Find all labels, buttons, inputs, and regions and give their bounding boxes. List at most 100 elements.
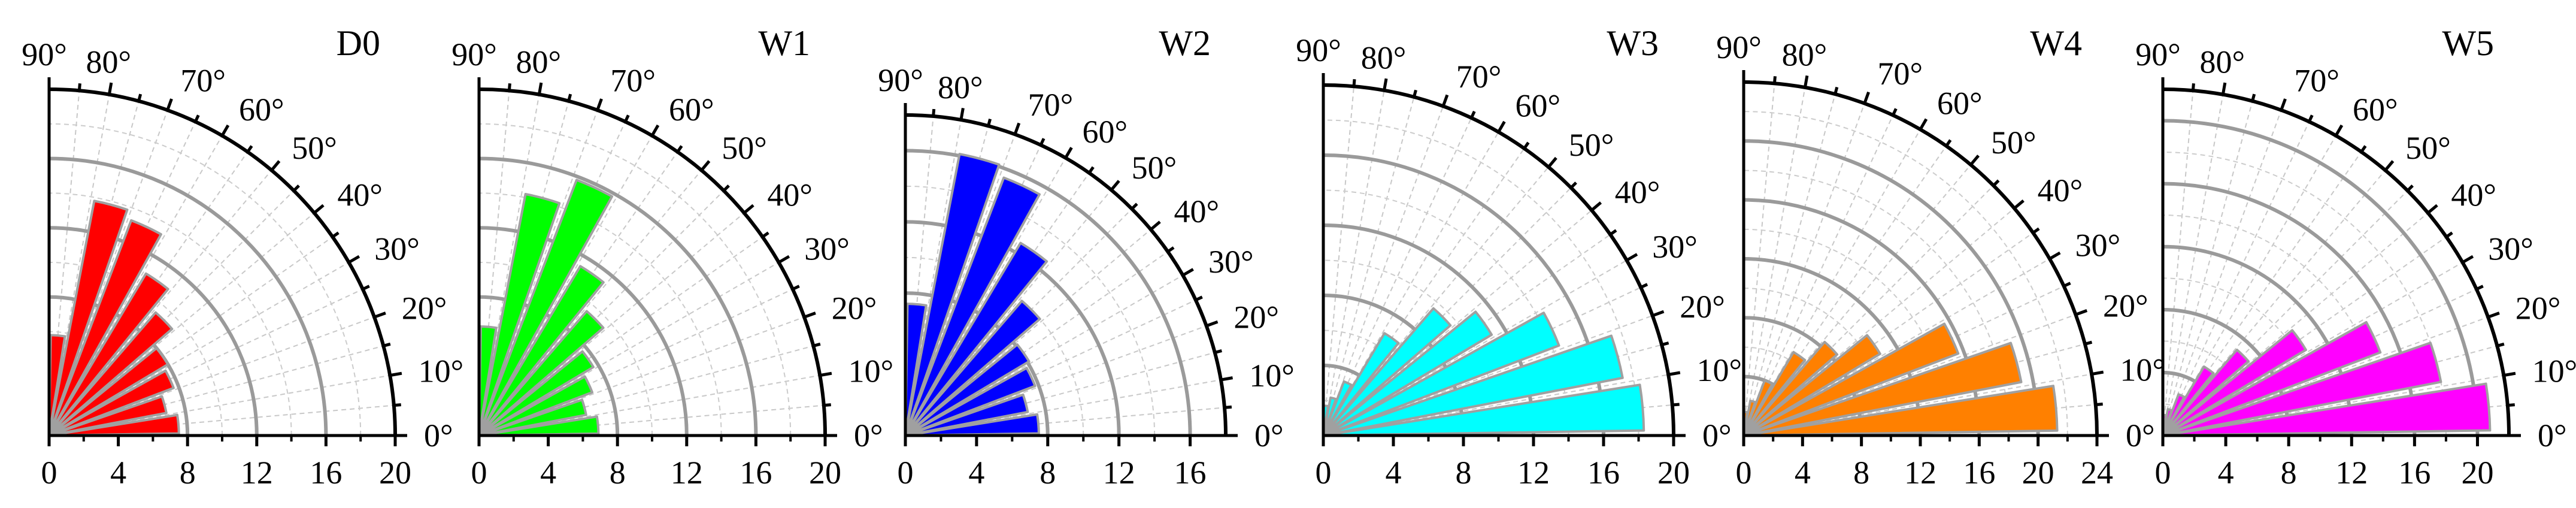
angle-tick-label: 40° [1174,193,1219,229]
bar-20-30 [478,375,593,437]
angle-tick-label: 60° [1083,114,1128,150]
r-tick-label: 0 [2155,455,2171,491]
r-tick-label: 4 [968,455,984,491]
panel-title: W2 [1159,23,1211,63]
minor-grid [49,90,394,436]
r-tick-label: 12 [1103,455,1135,491]
bar-0-10 [1742,385,2059,437]
bars [1742,322,2059,437]
bar-10-20 [1742,341,2023,437]
r-tick-label: 12 [671,455,703,491]
bar-60-70 [478,179,614,437]
angle-tick-label: 20° [2516,291,2561,326]
angle-tick-label: 90° [878,62,923,98]
bar-10-20 [48,395,168,437]
angle-tick-label: 50° [722,130,767,166]
bar-50-60 [478,265,605,437]
bar-40-50 [478,310,605,437]
axes [904,103,1238,446]
bar-50-60 [1742,350,1807,437]
angle-tick-label: 40° [2451,177,2496,213]
r-tick-label: 16 [1174,455,1207,491]
panel-title: W4 [2030,23,2082,63]
polar-chart-w4: 0 4 8 12 16 20 24 0° 10° 20° 30° 40°50°60° 70° 80° 90°… [1716,23,2165,491]
panel-title: W3 [1607,23,1659,63]
r-tick-label: 20 [1657,455,1690,491]
angle-tick-label: 10° [848,353,894,389]
r-tick-label: 4 [1795,455,1811,491]
angle-tick-label: 90° [1716,29,1762,65]
polar-chart-w5: 0 4 8 12 16 20 0° 10° 20° 30° 40°50°60° 70° 80° 90° W5 [2135,23,2576,491]
bar-30-40 [48,347,169,437]
bar-30-40 [478,350,595,437]
bar-70-80 [478,193,561,437]
bar-20-30 [1322,312,1560,437]
bar-30-40 [2162,329,2307,437]
angle-tick-label: 60° [1937,85,1983,121]
angle-tick-label: 40° [337,177,383,213]
angle-tick-label: 90° [22,37,67,72]
r-tick-label: 20 [2461,455,2493,491]
r-tick-label: 12 [1517,455,1550,491]
r-tick-label: 16 [1587,455,1620,491]
angle-tick-label: 50° [1132,150,1177,186]
bar-10-20 [904,393,1029,437]
axes [477,77,837,446]
bar-20-30 [2162,320,2382,437]
r-tick-label: 8 [180,455,196,491]
r-tick-label: 20 [379,455,411,491]
angle-tick-label: 80° [2200,44,2245,80]
bar-70-80 [1742,400,1757,437]
angle-tick-label: 30° [2075,228,2121,264]
panel-title: W5 [2442,23,2494,63]
bars [1322,307,1645,437]
angle-tick-label: 0° [1702,418,1732,453]
angle-tick-label: 60° [1516,88,1561,124]
bar-20-30 [48,369,175,437]
r-tick-label: 8 [610,455,626,491]
bar-0-10 [1322,383,1645,437]
angle-tick-label: 50° [2405,130,2451,166]
bar-40-50 [1742,340,1839,437]
r-tick-label: 0 [41,455,57,491]
bars [2162,320,2492,437]
angle-tick-label: 80° [1361,40,1407,76]
polar-chart-w1: 0 4 8 12 16 20 0° 10° 20° 30° 40°50°60° 70° 80° 90° W1 [451,23,893,491]
angle-tick-label: 80° [938,69,983,105]
angle-tick-label: 20° [832,291,877,326]
r-tick-label: 0 [1316,455,1332,491]
angle-tick-label: 60° [2353,92,2398,128]
bar-80-90 [48,334,66,437]
angle-tick-label: 30° [374,231,420,267]
angle-tick-label: 70° [610,62,656,98]
angle-tick-label: 90° [2135,37,2181,72]
angle-tick-label: 20° [1680,289,1725,325]
bar-40-50 [2162,349,2250,437]
r-tick-label: 8 [2281,455,2297,491]
r-tick-label: 20 [809,455,841,491]
angle-tick-label: 10° [1697,352,1742,388]
bar-50-60 [904,241,1048,437]
bar-50-60 [2162,365,2215,437]
bar-80-90 [478,325,498,437]
r-tick-label: 8 [1456,455,1472,491]
bars [48,199,180,437]
angle-tick-label: 0° [2538,418,2567,453]
angle-tick-label: 0° [424,418,453,453]
r-tick-label: 12 [241,455,273,491]
angle-tick-label: 90° [1296,32,1341,68]
angle-tick-label: 20° [1234,299,1279,335]
angle-tick-label: 10° [1249,358,1295,394]
angle-tick-label: 10° [2532,353,2576,389]
polar-chart-d0: 0 4 8 12 16 20 0° 10° 20° 30° 40°50°60° 70° 80° 90° D0 [22,23,463,491]
r-tick-label: 16 [2398,455,2430,491]
angle-tick-label: 80° [86,44,132,80]
angle-tick-label: 40° [2038,173,2083,208]
bar-40-50 [1322,307,1452,437]
angle-tick-label: 30° [2488,231,2533,267]
bar-30-40 [1742,334,1881,437]
r-tick-label: 0 [898,455,914,491]
r-tick-label: 0 [471,455,487,491]
angle-tick-label: 60° [669,92,714,128]
bar-20-30 [904,367,1037,437]
